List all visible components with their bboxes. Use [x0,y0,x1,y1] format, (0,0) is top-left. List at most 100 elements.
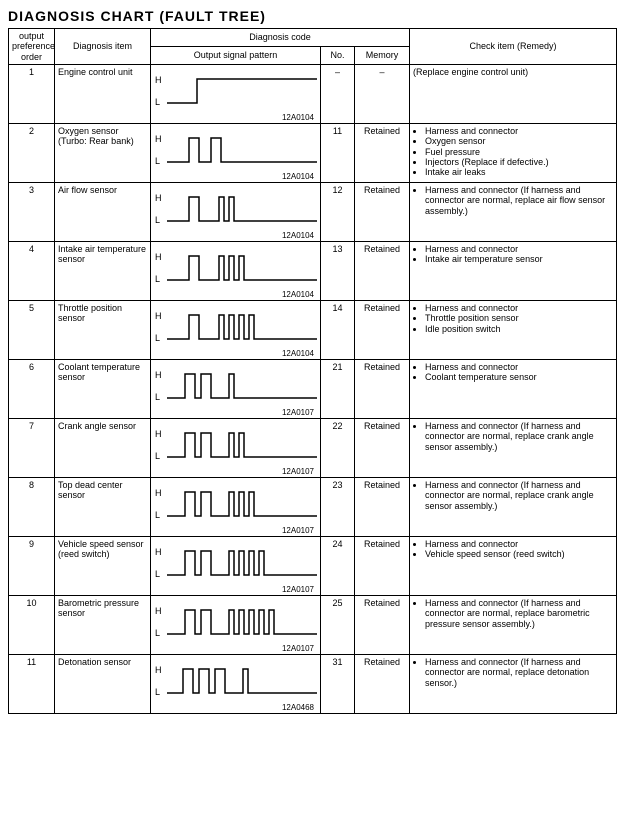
cell-remedy: Harness and connector (If harness and co… [410,655,617,714]
page-title: DIAGNOSIS CHART (FAULT TREE) [8,8,617,24]
cell-order: 11 [9,655,55,714]
cell-signal-pattern: HL12A0104 [151,124,321,183]
signal-label-l: L [155,274,160,284]
signal-label-l: L [155,687,160,697]
cell-order: 10 [9,596,55,655]
cell-no: 11 [321,124,355,183]
diagnosis-table: output preference order Diagnosis item D… [8,28,617,714]
signal-code: 12A0107 [282,408,314,417]
remedy-item: Harness and connector (If harness and co… [425,598,613,629]
signal-label-h: H [155,429,162,439]
signal-waveform [167,368,317,408]
cell-diagnosis-item: Vehicle speed sensor (reed switch) [55,537,151,596]
cell-no: 23 [321,478,355,537]
header-remedy: Check item (Remedy) [410,29,617,65]
cell-diagnosis-item: Intake air temperature sensor [55,242,151,301]
signal-label-h: H [155,547,162,557]
cell-remedy: Harness and connector (If harness and co… [410,183,617,242]
cell-diagnosis-item: Detonation sensor [55,655,151,714]
cell-remedy: Harness and connectorVehicle speed senso… [410,537,617,596]
table-row: 10Barometric pressure sensorHL12A010725R… [9,596,617,655]
cell-diagnosis-item: Top dead center sensor [55,478,151,537]
signal-label-l: L [155,97,160,107]
remedy-item: Harness and connector [425,539,613,549]
cell-memory: Retained [355,655,410,714]
cell-remedy: Harness and connector (If harness and co… [410,419,617,478]
table-row: 7Crank angle sensorHL12A010722RetainedHa… [9,419,617,478]
cell-diagnosis-item: Coolant temperature sensor [55,360,151,419]
signal-label-h: H [155,311,162,321]
cell-diagnosis-item: Barometric pressure sensor [55,596,151,655]
cell-no: – [321,65,355,124]
signal-code: 12A0104 [282,290,314,299]
cell-memory: Retained [355,537,410,596]
table-row: 2Oxygen sensor (Turbo: Rear bank)HL12A01… [9,124,617,183]
cell-order: 7 [9,419,55,478]
signal-code: 12A0468 [282,703,314,712]
header-order: output preference order [9,29,55,65]
cell-memory: Retained [355,124,410,183]
cell-signal-pattern: HL12A0107 [151,478,321,537]
remedy-list: Harness and connectorCoolant temperature… [413,362,613,383]
cell-signal-pattern: HL12A0468 [151,655,321,714]
cell-signal-pattern: HL12A0107 [151,596,321,655]
remedy-text: (Replace engine control unit) [413,67,528,77]
signal-label-h: H [155,75,162,85]
remedy-item: Fuel pressure [425,147,613,157]
cell-diagnosis-item: Throttle position sensor [55,301,151,360]
cell-no: 22 [321,419,355,478]
signal-code: 12A0107 [282,467,314,476]
signal-label-l: L [155,628,160,638]
cell-diagnosis-item: Air flow sensor [55,183,151,242]
signal-waveform [167,663,317,703]
signal-label-l: L [155,333,160,343]
cell-order: 2 [9,124,55,183]
signal-waveform [167,545,317,585]
signal-label-l: L [155,215,160,225]
table-row: 5Throttle position sensorHL12A010414Reta… [9,301,617,360]
header-no: No. [321,47,355,65]
signal-label-l: L [155,451,160,461]
signal-label-l: L [155,569,160,579]
cell-remedy: Harness and connector (If harness and co… [410,478,617,537]
cell-signal-pattern: HL12A0104 [151,301,321,360]
cell-signal-pattern: HL12A0107 [151,360,321,419]
signal-code: 12A0107 [282,644,314,653]
remedy-item: Throttle position sensor [425,313,613,323]
signal-code: 12A0107 [282,585,314,594]
cell-memory: Retained [355,242,410,301]
signal-waveform [167,309,317,349]
signal-label-h: H [155,134,162,144]
cell-order: 3 [9,183,55,242]
signal-waveform [167,604,317,644]
remedy-list: Harness and connectorVehicle speed senso… [413,539,613,560]
remedy-list: Harness and connector (If harness and co… [413,421,613,452]
cell-diagnosis-item: Engine control unit [55,65,151,124]
cell-remedy: Harness and connectorOxygen sensorFuel p… [410,124,617,183]
signal-label-h: H [155,193,162,203]
header-item: Diagnosis item [55,29,151,65]
cell-order: 4 [9,242,55,301]
header-pattern: Output signal pattern [151,47,321,65]
cell-memory: Retained [355,419,410,478]
cell-remedy: Harness and connectorThrottle position s… [410,301,617,360]
header-memory: Memory [355,47,410,65]
remedy-list: Harness and connector (If harness and co… [413,657,613,688]
remedy-item: Idle position switch [425,324,613,334]
remedy-item: Harness and connector [425,244,613,254]
cell-order: 1 [9,65,55,124]
remedy-list: Harness and connector (If harness and co… [413,480,613,511]
cell-signal-pattern: HL12A0104 [151,242,321,301]
signal-label-h: H [155,488,162,498]
remedy-item: Harness and connector (If harness and co… [425,657,613,688]
cell-memory: – [355,65,410,124]
signal-waveform [167,486,317,526]
cell-remedy: (Replace engine control unit) [410,65,617,124]
remedy-item: Injectors (Replace if defective.) [425,157,613,167]
remedy-list: Harness and connector (If harness and co… [413,185,613,216]
signal-waveform [167,191,317,231]
remedy-item: Harness and connector [425,303,613,313]
signal-code: 12A0104 [282,231,314,240]
header-code: Diagnosis code [151,29,410,47]
cell-signal-pattern: H L 12A0104 [151,183,321,242]
